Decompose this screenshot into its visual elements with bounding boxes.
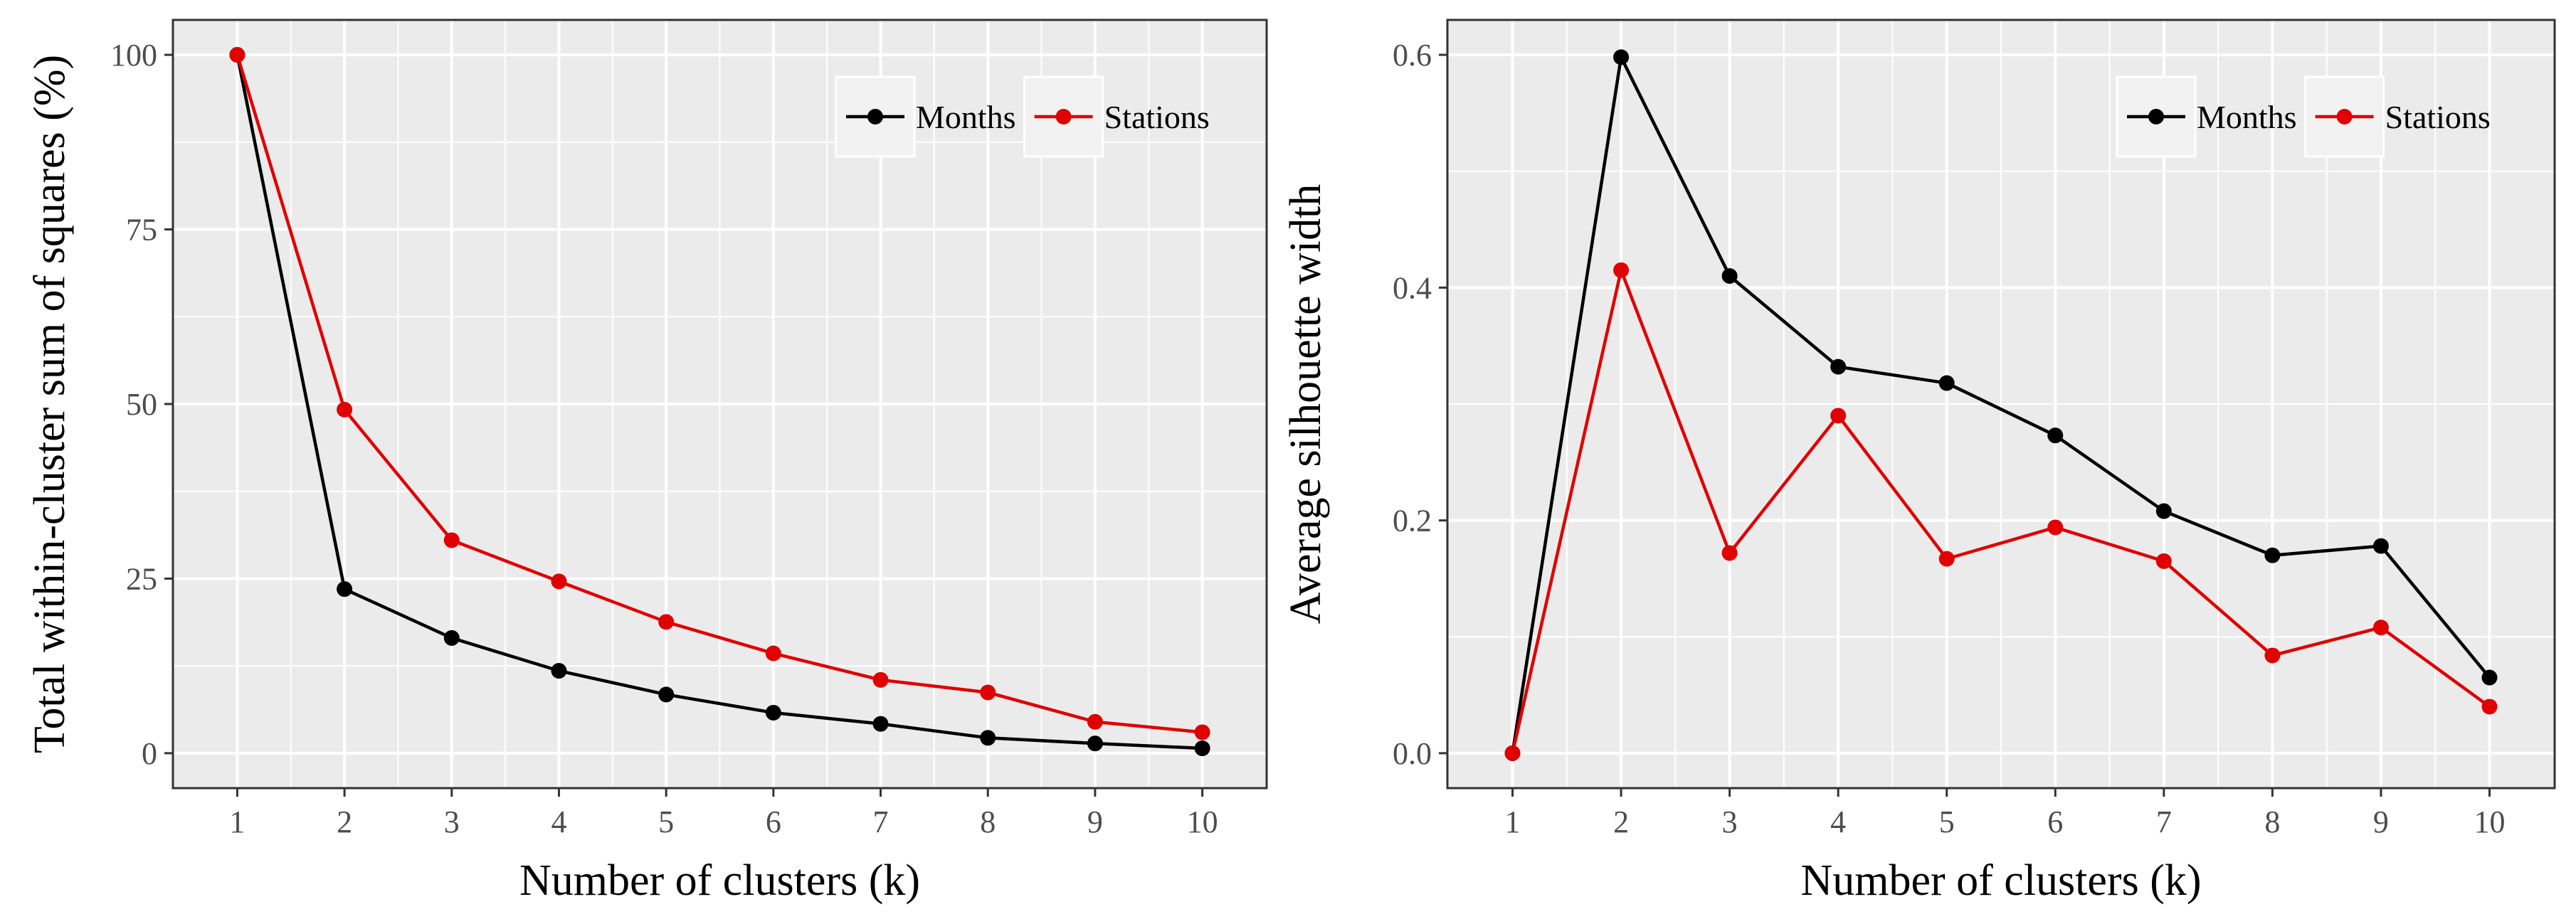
x-tick-label: 3 bbox=[1722, 804, 1738, 839]
data-point-months bbox=[2481, 669, 2498, 686]
x-tick-label: 6 bbox=[2047, 804, 2063, 839]
x-tick-label: 10 bbox=[1187, 804, 1218, 839]
data-point-months bbox=[1721, 268, 1738, 284]
data-point-stations bbox=[1830, 408, 1847, 424]
data-point-months bbox=[2372, 538, 2389, 554]
data-point-stations bbox=[443, 532, 460, 548]
data-point-stations bbox=[2264, 647, 2281, 664]
legend-key-point-stations bbox=[1055, 109, 1072, 124]
x-tick-label: 5 bbox=[1939, 804, 1955, 839]
data-point-stations bbox=[1938, 551, 1955, 567]
plot-border bbox=[1446, 18, 2556, 790]
legend-item-stations: Stations bbox=[1023, 75, 1210, 158]
y-tick-label: 75 bbox=[126, 213, 157, 248]
legend: Months Stations bbox=[2116, 75, 2491, 158]
data-point-stations bbox=[2047, 519, 2064, 536]
data-point-months bbox=[1087, 735, 1103, 752]
x-tick-label: 7 bbox=[2156, 804, 2172, 839]
x-tick-label: 1 bbox=[229, 804, 245, 839]
x-tick-label: 1 bbox=[1505, 804, 1521, 839]
y-tick-label: 0.6 bbox=[1393, 38, 1432, 73]
data-point-stations bbox=[2155, 553, 2172, 569]
data-point-months bbox=[872, 716, 889, 732]
data-point-months bbox=[551, 663, 567, 679]
x-tick-label: 10 bbox=[2474, 804, 2505, 839]
data-point-stations bbox=[1087, 713, 1103, 730]
data-point-stations bbox=[1504, 745, 1521, 761]
data-point-stations bbox=[229, 47, 246, 63]
chart-panel-1: 0 25 50 75 100 1 2 3 4 5 6 7 8 9 10 Number of clusters … bbox=[26, 18, 1268, 905]
x-tick-label: 2 bbox=[1613, 804, 1629, 839]
data-point-months bbox=[658, 686, 675, 703]
y-tick-label: 25 bbox=[126, 561, 157, 596]
data-point-stations bbox=[2372, 620, 2389, 636]
y-axis-title: Average silhouette width bbox=[1282, 184, 1330, 625]
x-axis-title: Number of clusters (k) bbox=[1801, 856, 2202, 905]
series-line-months bbox=[236, 54, 1203, 750]
x-tick-label: 8 bbox=[980, 804, 996, 839]
x-tick-label: 3 bbox=[444, 804, 460, 839]
series-line-stations bbox=[1511, 268, 2491, 754]
y-tick-label: 100 bbox=[110, 38, 157, 73]
y-tick-label: 0.2 bbox=[1393, 504, 1432, 538]
y-axis-title: Total within-cluster sum of squares (%) bbox=[26, 55, 74, 753]
data-point-stations bbox=[658, 614, 675, 630]
y-tick-label: 50 bbox=[126, 387, 157, 422]
data-point-months bbox=[2155, 503, 2172, 519]
x-tick-label: 9 bbox=[1087, 804, 1103, 839]
chart-panel-2: 0.0 0.2 0.4 0.6 1 2 3 4 5 6 7 8 9 10 Number of cluster… bbox=[1282, 18, 2556, 905]
data-point-stations bbox=[765, 645, 781, 662]
legend-item-months: Months bbox=[2116, 75, 2297, 158]
data-point-stations bbox=[1613, 262, 1630, 278]
series-line-stations bbox=[236, 54, 1203, 734]
x-tick-label: 5 bbox=[658, 804, 674, 839]
legend-label-months: Months bbox=[916, 99, 1016, 135]
data-point-months bbox=[2047, 427, 2064, 444]
x-tick-label: 8 bbox=[2264, 804, 2280, 839]
data-point-months bbox=[1830, 358, 1847, 375]
data-point-stations bbox=[1194, 724, 1210, 740]
data-point-stations bbox=[1721, 545, 1738, 561]
data-point-months bbox=[443, 630, 460, 646]
x-tick-label: 4 bbox=[551, 804, 566, 839]
legend-label-months: Months bbox=[2197, 99, 2297, 135]
data-point-months bbox=[980, 730, 996, 746]
data-point-stations bbox=[872, 671, 889, 688]
x-tick-label: 7 bbox=[873, 804, 889, 839]
legend-item-months: Months bbox=[835, 75, 1016, 158]
data-point-months bbox=[337, 581, 353, 597]
data-point-stations bbox=[337, 401, 353, 418]
x-tick-label: 2 bbox=[337, 804, 352, 839]
data-point-stations bbox=[2481, 698, 2498, 715]
legend-label-stations: Stations bbox=[2385, 99, 2491, 135]
legend-key-point-stations bbox=[2336, 109, 2353, 124]
y-tick-label: 0.0 bbox=[1393, 736, 1432, 771]
legend-key-point-months bbox=[867, 109, 883, 124]
legend: Months Stations bbox=[835, 75, 1210, 158]
legend-key-point-months bbox=[2148, 109, 2164, 124]
x-tick-label: 4 bbox=[1830, 804, 1846, 839]
x-tick-label: 9 bbox=[2373, 804, 2389, 839]
data-point-months bbox=[1613, 49, 1630, 65]
legend-item-stations: Stations bbox=[2304, 75, 2491, 158]
y-tick-label: 0 bbox=[142, 736, 157, 771]
data-point-months bbox=[1938, 375, 1955, 391]
y-tick-label: 0.4 bbox=[1393, 270, 1432, 305]
x-axis-title: Number of clusters (k) bbox=[519, 856, 920, 905]
data-point-months bbox=[1194, 740, 1210, 757]
data-point-months bbox=[765, 704, 781, 721]
data-point-months bbox=[2264, 547, 2281, 563]
series-line-months bbox=[1511, 55, 2491, 754]
data-point-stations bbox=[980, 684, 996, 701]
x-tick-label: 6 bbox=[766, 804, 781, 839]
data-point-stations bbox=[551, 573, 567, 590]
legend-label-stations: Stations bbox=[1104, 99, 1210, 135]
